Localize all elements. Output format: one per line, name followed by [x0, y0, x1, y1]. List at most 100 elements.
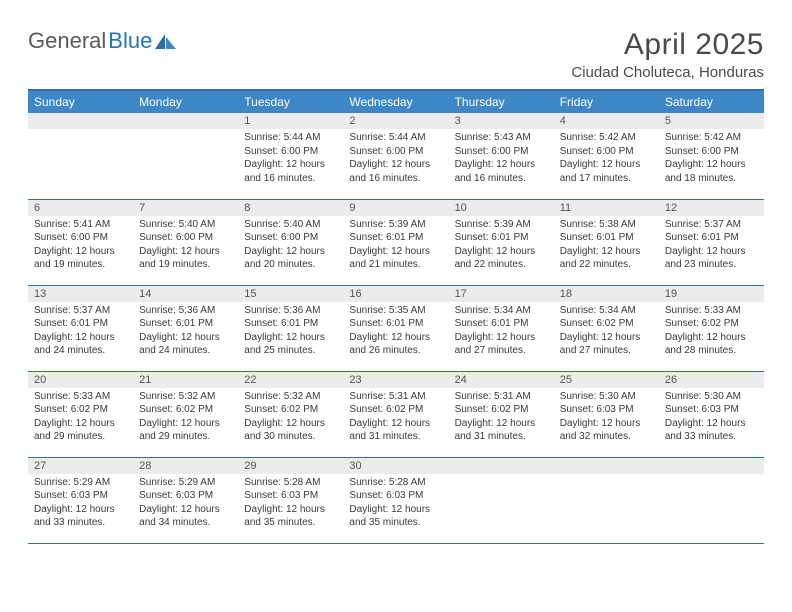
day-detail-line: Sunrise: 5:40 AM	[244, 218, 337, 232]
day-detail-line: Daylight: 12 hours and 16 minutes.	[244, 158, 337, 185]
day-detail-line: Daylight: 12 hours and 35 minutes.	[244, 503, 337, 530]
calendar-day-cell: 12Sunrise: 5:37 AMSunset: 6:01 PMDayligh…	[659, 199, 764, 285]
day-detail-line: Daylight: 12 hours and 22 minutes.	[455, 245, 548, 272]
day-detail-line: Sunset: 6:00 PM	[244, 145, 337, 159]
calendar-week-row: 1Sunrise: 5:44 AMSunset: 6:00 PMDaylight…	[28, 113, 764, 199]
day-number	[659, 458, 764, 474]
day-detail-line: Sunset: 6:01 PM	[139, 317, 232, 331]
day-number: 28	[133, 458, 238, 474]
day-number: 3	[449, 113, 554, 129]
calendar-day-cell: 28Sunrise: 5:29 AMSunset: 6:03 PMDayligh…	[133, 457, 238, 543]
day-detail-line: Sunrise: 5:36 AM	[244, 304, 337, 318]
calendar-day-cell: 4Sunrise: 5:42 AMSunset: 6:00 PMDaylight…	[554, 113, 659, 199]
day-details: Sunrise: 5:44 AMSunset: 6:00 PMDaylight:…	[343, 129, 448, 189]
day-details: Sunrise: 5:30 AMSunset: 6:03 PMDaylight:…	[554, 388, 659, 448]
header: GeneralBlue April 2025 Ciudad Choluteca,…	[28, 28, 764, 81]
day-details: Sunrise: 5:41 AMSunset: 6:00 PMDaylight:…	[28, 216, 133, 276]
day-details: Sunrise: 5:33 AMSunset: 6:02 PMDaylight:…	[28, 388, 133, 448]
day-detail-line: Sunset: 6:01 PM	[665, 231, 758, 245]
day-detail-line: Sunrise: 5:33 AM	[34, 390, 127, 404]
day-detail-line: Daylight: 12 hours and 27 minutes.	[455, 331, 548, 358]
day-detail-line: Daylight: 12 hours and 16 minutes.	[455, 158, 548, 185]
calendar-day-cell: 23Sunrise: 5:31 AMSunset: 6:02 PMDayligh…	[343, 371, 448, 457]
day-detail-line: Daylight: 12 hours and 24 minutes.	[139, 331, 232, 358]
day-number: 15	[238, 286, 343, 302]
calendar-day-cell: 10Sunrise: 5:39 AMSunset: 6:01 PMDayligh…	[449, 199, 554, 285]
calendar-empty-cell	[659, 457, 764, 543]
day-details	[449, 474, 554, 480]
day-detail-line: Sunrise: 5:42 AM	[665, 131, 758, 145]
day-detail-line: Sunset: 6:03 PM	[349, 489, 442, 503]
calendar-day-cell: 2Sunrise: 5:44 AMSunset: 6:00 PMDaylight…	[343, 113, 448, 199]
day-detail-line: Daylight: 12 hours and 33 minutes.	[34, 503, 127, 530]
calendar-empty-cell	[28, 113, 133, 199]
day-detail-line: Daylight: 12 hours and 23 minutes.	[665, 245, 758, 272]
day-detail-line: Sunrise: 5:32 AM	[244, 390, 337, 404]
day-details: Sunrise: 5:37 AMSunset: 6:01 PMDaylight:…	[659, 216, 764, 276]
calendar-week-row: 20Sunrise: 5:33 AMSunset: 6:02 PMDayligh…	[28, 371, 764, 457]
day-detail-line: Daylight: 12 hours and 29 minutes.	[34, 417, 127, 444]
day-details: Sunrise: 5:40 AMSunset: 6:00 PMDaylight:…	[238, 216, 343, 276]
day-detail-line: Sunset: 6:01 PM	[349, 231, 442, 245]
day-detail-line: Sunset: 6:03 PM	[560, 403, 653, 417]
weekday-header: Sunday	[28, 90, 133, 113]
day-number: 9	[343, 200, 448, 216]
calendar-day-cell: 15Sunrise: 5:36 AMSunset: 6:01 PMDayligh…	[238, 285, 343, 371]
day-detail-line: Sunrise: 5:31 AM	[455, 390, 548, 404]
day-details: Sunrise: 5:36 AMSunset: 6:01 PMDaylight:…	[133, 302, 238, 362]
day-detail-line: Sunset: 6:00 PM	[455, 145, 548, 159]
day-detail-line: Sunrise: 5:33 AM	[665, 304, 758, 318]
day-detail-line: Sunrise: 5:35 AM	[349, 304, 442, 318]
day-detail-line: Daylight: 12 hours and 20 minutes.	[244, 245, 337, 272]
month-title: April 2025	[571, 28, 764, 62]
day-detail-line: Daylight: 12 hours and 26 minutes.	[349, 331, 442, 358]
calendar-body: 1Sunrise: 5:44 AMSunset: 6:00 PMDaylight…	[28, 113, 764, 543]
day-detail-line: Sunset: 6:02 PM	[349, 403, 442, 417]
calendar-day-cell: 22Sunrise: 5:32 AMSunset: 6:02 PMDayligh…	[238, 371, 343, 457]
day-details: Sunrise: 5:28 AMSunset: 6:03 PMDaylight:…	[238, 474, 343, 534]
day-detail-line: Sunrise: 5:30 AM	[560, 390, 653, 404]
day-details: Sunrise: 5:31 AMSunset: 6:02 PMDaylight:…	[449, 388, 554, 448]
day-detail-line: Daylight: 12 hours and 19 minutes.	[139, 245, 232, 272]
day-number: 11	[554, 200, 659, 216]
day-detail-line: Sunrise: 5:44 AM	[349, 131, 442, 145]
calendar-day-cell: 25Sunrise: 5:30 AMSunset: 6:03 PMDayligh…	[554, 371, 659, 457]
day-number: 23	[343, 372, 448, 388]
calendar-day-cell: 27Sunrise: 5:29 AMSunset: 6:03 PMDayligh…	[28, 457, 133, 543]
day-detail-line: Sunset: 6:00 PM	[139, 231, 232, 245]
calendar-table: SundayMondayTuesdayWednesdayThursdayFrid…	[28, 89, 764, 544]
day-detail-line: Sunset: 6:03 PM	[139, 489, 232, 503]
calendar-day-cell: 9Sunrise: 5:39 AMSunset: 6:01 PMDaylight…	[343, 199, 448, 285]
day-detail-line: Sunrise: 5:43 AM	[455, 131, 548, 145]
day-details: Sunrise: 5:38 AMSunset: 6:01 PMDaylight:…	[554, 216, 659, 276]
day-number: 5	[659, 113, 764, 129]
day-details: Sunrise: 5:32 AMSunset: 6:02 PMDaylight:…	[238, 388, 343, 448]
calendar-page: GeneralBlue April 2025 Ciudad Choluteca,…	[0, 0, 792, 544]
day-number	[133, 113, 238, 129]
day-detail-line: Daylight: 12 hours and 31 minutes.	[455, 417, 548, 444]
calendar-empty-cell	[449, 457, 554, 543]
day-detail-line: Sunrise: 5:31 AM	[349, 390, 442, 404]
title-block: April 2025 Ciudad Choluteca, Honduras	[571, 28, 764, 81]
day-detail-line: Sunset: 6:02 PM	[560, 317, 653, 331]
calendar-day-cell: 26Sunrise: 5:30 AMSunset: 6:03 PMDayligh…	[659, 371, 764, 457]
day-details: Sunrise: 5:29 AMSunset: 6:03 PMDaylight:…	[133, 474, 238, 534]
day-detail-line: Sunrise: 5:29 AM	[34, 476, 127, 490]
day-number: 1	[238, 113, 343, 129]
day-detail-line: Sunset: 6:02 PM	[139, 403, 232, 417]
calendar-day-cell: 24Sunrise: 5:31 AMSunset: 6:02 PMDayligh…	[449, 371, 554, 457]
day-detail-line: Sunset: 6:01 PM	[349, 317, 442, 331]
day-number	[449, 458, 554, 474]
day-number: 27	[28, 458, 133, 474]
day-details: Sunrise: 5:39 AMSunset: 6:01 PMDaylight:…	[343, 216, 448, 276]
day-number: 17	[449, 286, 554, 302]
day-number: 25	[554, 372, 659, 388]
day-detail-line: Daylight: 12 hours and 32 minutes.	[560, 417, 653, 444]
day-number: 26	[659, 372, 764, 388]
day-detail-line: Sunset: 6:01 PM	[455, 231, 548, 245]
day-detail-line: Daylight: 12 hours and 34 minutes.	[139, 503, 232, 530]
day-detail-line: Daylight: 12 hours and 35 minutes.	[349, 503, 442, 530]
day-detail-line: Daylight: 12 hours and 25 minutes.	[244, 331, 337, 358]
location-label: Ciudad Choluteca, Honduras	[571, 64, 764, 81]
day-number: 30	[343, 458, 448, 474]
